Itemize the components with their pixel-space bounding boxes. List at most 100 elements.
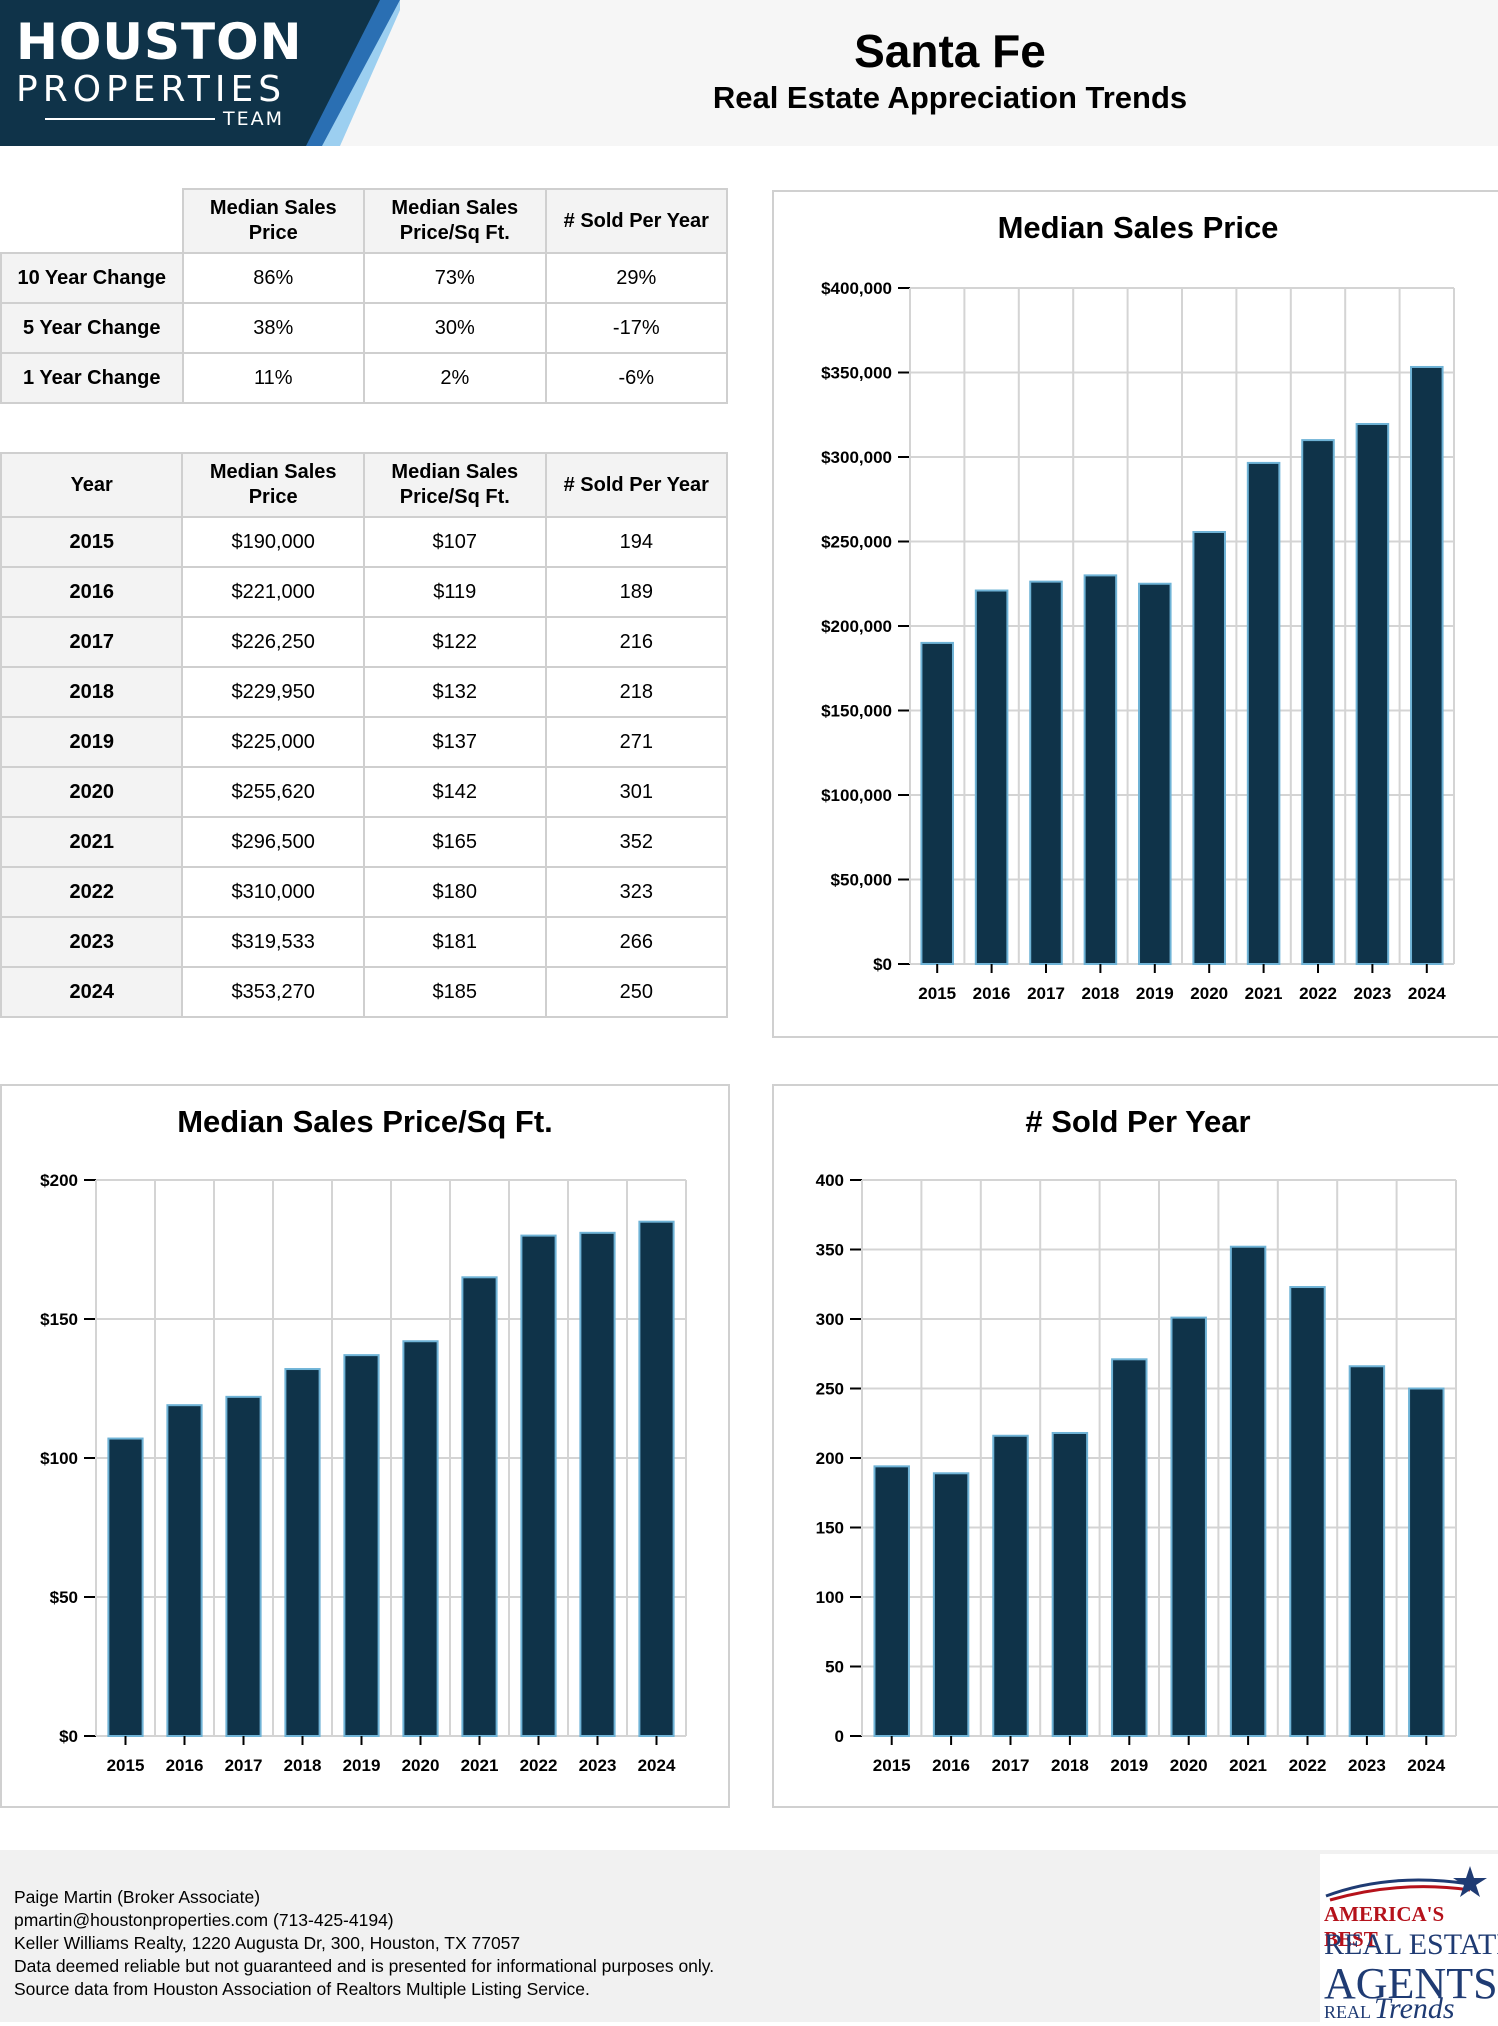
x-tick-label: 2015 [918, 984, 956, 1003]
median-price-per-sqft-chart: Median Sales Price/Sq Ft. $0 $50 $100 $150 $… [0, 1084, 730, 1808]
x-tick-label: 2016 [932, 1756, 970, 1775]
bar-2020 [402, 1340, 439, 1738]
y-tick-label: 300 [816, 1310, 844, 1329]
chart-title: Median Sales Price [997, 210, 1279, 245]
badge-line-4: REAL [1324, 2002, 1371, 2022]
agent-email-phone: pmartin@houstonproperties.com (713-425-4… [14, 1910, 394, 1930]
y-tick-label: 50 [825, 1658, 844, 1677]
x-tick-label: 2015 [107, 1756, 145, 1775]
chart-title: Median Sales Price/Sq Ft. [177, 1104, 553, 1139]
table-cell: 30% [363, 302, 547, 354]
x-tick-label: 2023 [1353, 984, 1391, 1003]
x-tick-label: 2022 [520, 1756, 558, 1775]
bar-2024 [1408, 1387, 1445, 1737]
column-header: Median Sales Price [181, 188, 366, 254]
logo-houston-text: HOUSTON [16, 13, 303, 71]
table-row: 2015 $190,000 $107 194 [0, 516, 729, 568]
y-tick-label: $350,000 [821, 364, 892, 383]
table-cell: -6% [544, 352, 729, 404]
y-tick-label: $300,000 [821, 448, 892, 467]
y-tick-label: 250 [816, 1380, 844, 1399]
table-cell: 301 [544, 766, 729, 818]
bar-2015 [920, 641, 954, 965]
bar-2019 [1138, 582, 1172, 965]
logo-properties-text: PROPERTIES [16, 69, 287, 110]
y-tick-label: $200,000 [821, 617, 892, 636]
y-tick-label: $150,000 [821, 702, 892, 721]
table-cell: 216 [544, 616, 729, 668]
table-cell: $225,000 [181, 716, 365, 768]
bar-2016 [974, 589, 1009, 965]
bar-2022 [1301, 439, 1335, 966]
x-tick-label: 2021 [1245, 984, 1283, 1003]
x-tick-label: 2016 [973, 984, 1011, 1003]
table-row: 2019 $225,000 $137 271 [0, 716, 729, 768]
disclaimer: Data deemed reliable but not guaranteed … [14, 1956, 715, 1976]
x-tick-label: 2023 [579, 1756, 617, 1775]
table-row: 2020 $255,620 $142 301 [0, 766, 729, 818]
x-tick-label: 2017 [992, 1756, 1030, 1775]
y-tick-label: $100,000 [821, 786, 892, 805]
page-header: HOUSTON PROPERTIES TEAM Santa Fe Real Es… [0, 0, 1498, 146]
star-swoosh-icon [1325, 1866, 1487, 1902]
table-cell: $296,500 [181, 816, 365, 868]
table-cell: 352 [544, 816, 729, 868]
x-tick-label: 2018 [1081, 984, 1119, 1003]
row-label: 5 Year Change [0, 302, 184, 354]
bar-2022 [1289, 1286, 1326, 1737]
row-label: 1 Year Change [0, 352, 184, 404]
column-header: Median Sales Price/Sq Ft. [363, 188, 547, 254]
table-cell: $319,533 [181, 916, 365, 968]
table-cell: $107 [362, 516, 547, 568]
bar-2021 [1246, 461, 1281, 965]
y-tick-label: 350 [816, 1241, 844, 1260]
table-corner-cell [1, 189, 183, 253]
bar-2020 [1170, 1316, 1207, 1738]
bar-2024 [1410, 365, 1444, 965]
x-tick-label: 2015 [873, 1756, 911, 1775]
bar-2017 [225, 1395, 262, 1737]
table-cell: $132 [362, 666, 547, 718]
y-tick-label: 100 [816, 1588, 844, 1607]
table-cell: 250 [544, 966, 729, 1018]
bar-2024 [638, 1220, 675, 1737]
y-tick-label: 200 [816, 1449, 844, 1468]
year-cell: 2017 [0, 616, 184, 668]
badge-line-5: Trends [1374, 1992, 1455, 2025]
yearly-data-table: Year Median Sales Price Median Sales Pri… [0, 452, 729, 1018]
agent-name: Paige Martin (Broker Associate) [14, 1887, 261, 1907]
page-footer: Paige Martin (Broker Associate) pmartin@… [0, 1850, 1498, 2025]
x-tick-label: 2024 [1407, 1756, 1445, 1775]
x-tick-label: 2019 [1110, 1756, 1148, 1775]
bar-2021 [1229, 1245, 1267, 1737]
page-title: Santa Fe [854, 25, 1046, 77]
x-tick-label: 2018 [1051, 1756, 1089, 1775]
table-header-row: Median Sales Price Median Sales Price/Sq… [1, 188, 729, 254]
table-row: 5 Year Change 38% 30% -17% [0, 302, 729, 354]
x-tick-label: 2021 [1229, 1756, 1267, 1775]
bar-2018 [1083, 574, 1118, 965]
x-tick-label: 2021 [461, 1756, 499, 1775]
x-tick-label: 2022 [1299, 984, 1337, 1003]
x-tick-label: 2019 [343, 1756, 381, 1775]
x-tick-label: 2023 [1348, 1756, 1386, 1775]
x-tick-label: 2020 [1170, 1756, 1208, 1775]
table-cell: $181 [362, 916, 547, 968]
table-cell: 271 [544, 716, 729, 768]
logo-team-text: TEAM [222, 108, 284, 130]
table-row: 2024 $353,270 $185 250 [0, 966, 729, 1018]
bar-2020 [1192, 531, 1226, 965]
table-cell: $255,620 [181, 766, 365, 818]
logo-background [0, 0, 400, 146]
x-tick-label: 2022 [1289, 1756, 1327, 1775]
bar-2017 [992, 1434, 1029, 1737]
bar-2019 [343, 1354, 380, 1737]
year-cell: 2015 [0, 516, 184, 568]
bar-2015 [873, 1465, 910, 1737]
table-cell: 29% [544, 252, 729, 304]
table-cell: $142 [362, 766, 547, 818]
y-tick-label: 0 [835, 1727, 844, 1746]
chart-canvas: $0 $50,000 $100,000 $150,000 $200,000 $250,00… [821, 279, 1455, 1003]
badge-line-2: REAL ESTATE [1324, 1928, 1498, 1961]
table-row: 2017 $226,250 $122 216 [0, 616, 729, 668]
